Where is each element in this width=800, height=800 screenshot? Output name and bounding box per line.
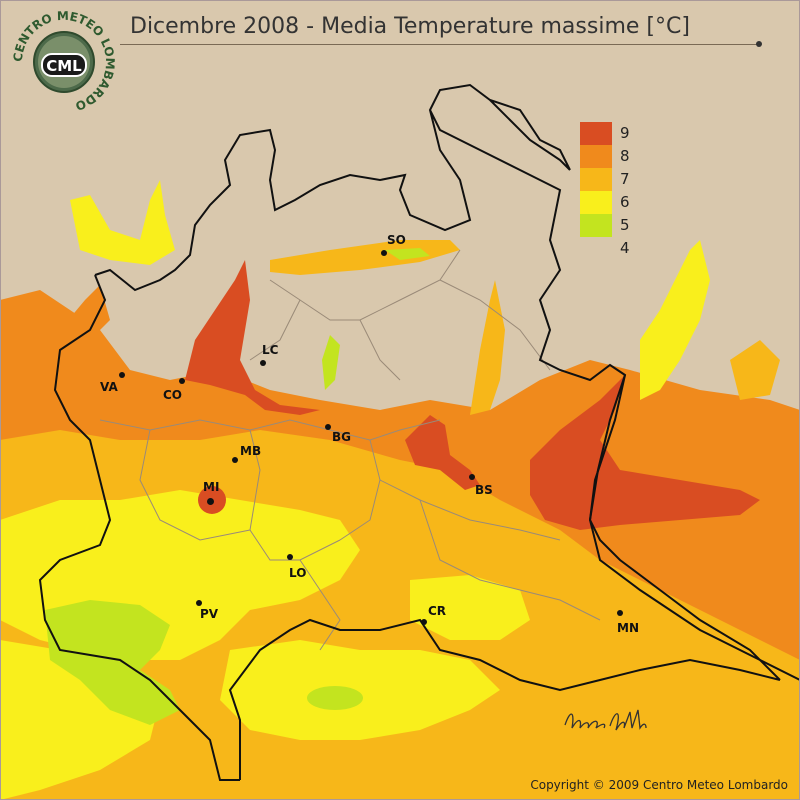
zone-5-pv bbox=[45, 600, 180, 725]
zone-5-south bbox=[307, 686, 363, 710]
city-dot-mb bbox=[232, 457, 238, 463]
signature-image bbox=[564, 709, 647, 731]
city-label-lo: LO bbox=[289, 566, 307, 580]
legend-item: 9 bbox=[580, 122, 640, 145]
city-label-so: SO bbox=[387, 233, 406, 247]
legend-swatch bbox=[580, 214, 612, 237]
legend-label: 4 bbox=[620, 239, 630, 257]
legend-label: 5 bbox=[620, 216, 630, 234]
zone-6-cr bbox=[410, 575, 530, 640]
region-border-east bbox=[588, 374, 800, 681]
city-dot-so bbox=[381, 250, 387, 256]
copyright-text: Copyright © 2009 Centro Meteo Lombardo bbox=[530, 778, 788, 792]
valley-north-lakes bbox=[70, 180, 175, 265]
city-dot-mi bbox=[207, 498, 214, 505]
city-label-pv: PV bbox=[200, 607, 219, 621]
legend-label: 8 bbox=[620, 147, 630, 165]
zone-9-brescia bbox=[405, 415, 480, 490]
province-boundaries bbox=[99, 249, 601, 651]
region-border bbox=[38, 83, 781, 781]
city-label-mi: MI bbox=[203, 480, 220, 494]
map-title: Dicembre 2008 - Media Temperature massim… bbox=[130, 14, 690, 39]
city-label-mn: MN bbox=[617, 621, 639, 635]
city-dot-cr bbox=[421, 619, 427, 625]
zone-6-south bbox=[220, 640, 500, 740]
city-dot-lo bbox=[287, 554, 293, 560]
title-rule-dot bbox=[756, 41, 762, 47]
city-dot-va bbox=[119, 372, 125, 378]
valley-valtellina-inner bbox=[385, 248, 430, 260]
logo-initials: CML bbox=[46, 57, 82, 75]
city-dot-mn bbox=[617, 610, 623, 616]
legend-item: 4 bbox=[580, 237, 640, 257]
city-label-cr: CR bbox=[428, 604, 447, 618]
legend-item: 6 bbox=[580, 191, 640, 214]
valley-valseriana bbox=[322, 335, 340, 390]
valley-camonica bbox=[470, 280, 505, 415]
legend-swatch bbox=[580, 168, 612, 191]
legend-label: 7 bbox=[620, 170, 630, 188]
city-dot-bg bbox=[325, 424, 331, 430]
legend-item: 8 bbox=[580, 145, 640, 168]
valley-east-2 bbox=[730, 340, 780, 400]
city-dot-bs bbox=[469, 474, 475, 480]
city-label-bs: BS bbox=[475, 483, 493, 497]
legend-swatch bbox=[580, 191, 612, 214]
city-label-bg: BG bbox=[332, 430, 351, 444]
legend-item: 7 bbox=[580, 168, 640, 191]
valley-east bbox=[640, 240, 710, 400]
valley-lake-maggiore bbox=[40, 285, 110, 380]
zone-9-garda bbox=[530, 375, 760, 530]
legend-label: 6 bbox=[620, 193, 630, 211]
legend-item: 5 bbox=[580, 214, 640, 237]
city-label-co: CO bbox=[163, 388, 183, 402]
legend-label: 9 bbox=[620, 124, 630, 142]
legend-swatch bbox=[580, 145, 612, 168]
city-label-mb: MB bbox=[240, 444, 262, 458]
city-dot-lc bbox=[260, 360, 266, 366]
city-label-va: VA bbox=[100, 380, 118, 394]
temperature-legend: 9 8 7 6 5 4 bbox=[580, 122, 640, 257]
city-dot-pv bbox=[196, 600, 202, 606]
legend-swatch bbox=[580, 122, 612, 145]
title-rule bbox=[120, 44, 760, 45]
city-dot-co bbox=[179, 378, 185, 384]
zone-9-como-lecco bbox=[185, 260, 320, 415]
city-label-lc: LC bbox=[262, 343, 279, 357]
cml-logo: CENTRO METEO LOMBARDO CML bbox=[11, 9, 117, 113]
